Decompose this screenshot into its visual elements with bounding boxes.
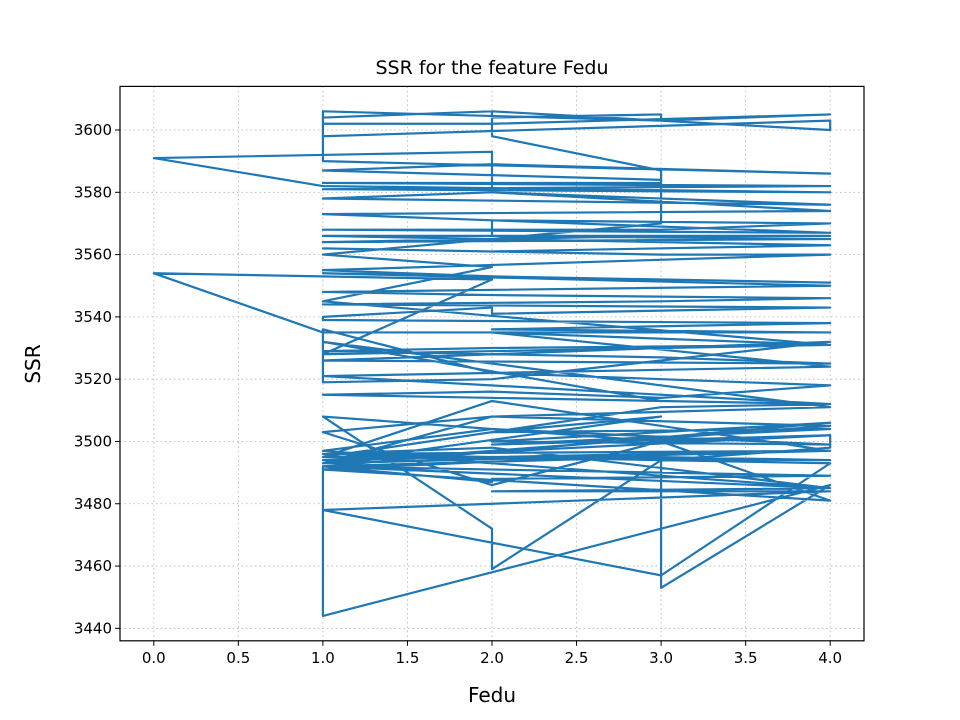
x-tick-label: 1.5 bbox=[396, 649, 420, 667]
x-tick-label: 0.0 bbox=[142, 649, 166, 667]
x-tick-label: 3.0 bbox=[649, 649, 673, 667]
x-tick-label: 2.5 bbox=[565, 649, 589, 667]
y-tick-label: 3500 bbox=[74, 432, 112, 450]
x-tick-label: 4.0 bbox=[818, 649, 842, 667]
y-tick-label: 3460 bbox=[74, 557, 112, 575]
x-tick-label: 2.0 bbox=[480, 649, 504, 667]
series-layer bbox=[152, 110, 832, 617]
series-line bbox=[152, 110, 832, 617]
x-tick-label: 1.0 bbox=[311, 649, 335, 667]
y-tick-label: 3480 bbox=[74, 495, 112, 513]
x-tick-label: 0.5 bbox=[226, 649, 250, 667]
y-tick-label: 3600 bbox=[74, 121, 112, 139]
chart-title: SSR for the feature Fedu bbox=[375, 57, 608, 79]
y-tick-label: 3540 bbox=[74, 308, 112, 326]
x-axis-label: Fedu bbox=[468, 683, 516, 707]
x-axis-ticks: 0.0 0.5 1.0 1.5 2.0 2.5 3.0 3.5 4.0 bbox=[142, 640, 842, 667]
y-tick-label: 3440 bbox=[74, 619, 112, 637]
x-tick-label: 3.5 bbox=[734, 649, 758, 667]
y-axis-ticks: 3440 3460 3480 3500 3520 3540 3560 3580 3600 bbox=[74, 121, 120, 637]
y-tick-label: 3520 bbox=[74, 370, 112, 388]
y-tick-label: 3560 bbox=[74, 246, 112, 264]
y-axis-label: SSR bbox=[21, 344, 45, 383]
y-tick-label: 3580 bbox=[74, 183, 112, 201]
